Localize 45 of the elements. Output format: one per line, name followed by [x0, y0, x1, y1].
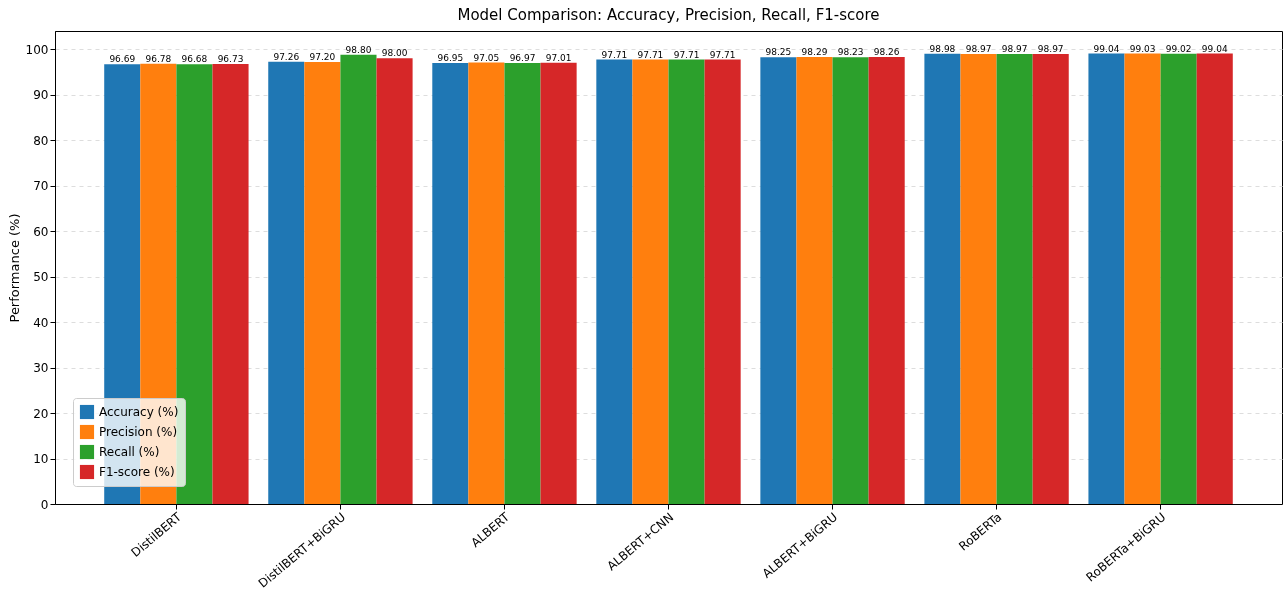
- data-label: 96.73: [217, 54, 244, 65]
- data-label: 97.71: [673, 49, 700, 60]
- legend-label: F1-score (%): [99, 465, 175, 479]
- y-tick-label: 90: [33, 88, 49, 103]
- data-label: 99.04: [1093, 43, 1120, 54]
- y-tick-label: 0: [40, 497, 49, 512]
- data-label: 98.80: [345, 44, 372, 55]
- data-label: 98.97: [1037, 43, 1064, 54]
- data-label: 97.20: [309, 51, 336, 62]
- y-tick-label: 100: [25, 42, 49, 57]
- y-tick-label: 50: [33, 270, 49, 285]
- data-label: 98.25: [765, 47, 792, 58]
- legend-label: Precision (%): [99, 425, 178, 439]
- data-label: 97.71: [637, 49, 664, 60]
- legend-label: Recall (%): [99, 445, 160, 459]
- data-label: 99.02: [1165, 43, 1192, 54]
- data-label: 97.71: [709, 49, 736, 60]
- y-tick-label: 60: [33, 224, 49, 239]
- y-tick-label: 20: [33, 406, 49, 421]
- data-label: 96.95: [437, 53, 464, 64]
- data-label: 96.68: [181, 54, 208, 65]
- data-label: 98.29: [801, 46, 828, 57]
- data-label: 98.26: [873, 47, 900, 58]
- data-label: 98.97: [965, 43, 992, 54]
- data-label: 99.04: [1201, 43, 1228, 54]
- y-tick-label: 40: [33, 315, 49, 330]
- data-label: 97.01: [545, 52, 572, 63]
- y-axis-title: Performance (%): [6, 213, 22, 323]
- data-label: 98.23: [837, 47, 864, 58]
- data-label: 97.26: [273, 51, 300, 62]
- y-tick-label: 70: [33, 179, 49, 194]
- data-label: 98.97: [1001, 43, 1028, 54]
- data-label: 97.71: [601, 49, 628, 60]
- data-label: 98.98: [929, 43, 956, 54]
- y-tick-label: 10: [33, 452, 49, 467]
- chart-title: Model Comparison: Accuracy, Precision, Recall, F1-score: [457, 6, 880, 24]
- y-tick-label: 30: [33, 361, 49, 376]
- data-label: 97.05: [473, 52, 500, 63]
- data-label: 96.78: [145, 53, 172, 64]
- data-label: 96.69: [109, 54, 136, 65]
- y-tick-label: 80: [33, 133, 49, 148]
- data-label: 98.00: [381, 48, 408, 59]
- data-label: 99.03: [1129, 43, 1156, 54]
- data-label: 96.97: [509, 52, 536, 63]
- legend-label: Accuracy (%): [99, 405, 179, 419]
